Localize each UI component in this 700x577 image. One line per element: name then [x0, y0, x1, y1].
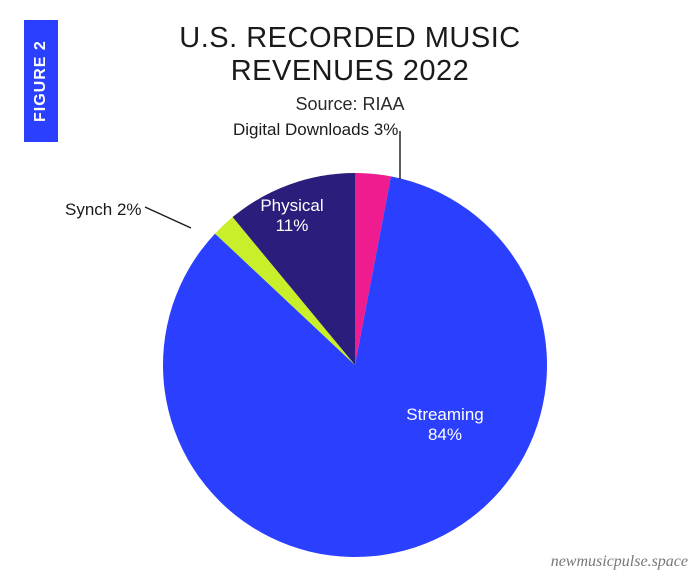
pie-chart: Digital Downloads 3% Synch 2% Streaming … — [0, 0, 700, 577]
label-streaming: Streaming 84% — [406, 405, 483, 444]
watermark: newmusicpulse.space — [551, 553, 688, 571]
label-streaming-pct: 84% — [428, 425, 462, 444]
label-physical: Physical 11% — [260, 196, 323, 235]
label-streaming-name: Streaming — [406, 405, 483, 424]
label-physical-name: Physical — [260, 196, 323, 215]
label-synch: Synch 2% — [65, 200, 142, 220]
label-digital-downloads: Digital Downloads 3% — [233, 120, 398, 140]
leader-synch — [145, 207, 191, 228]
pie-svg — [0, 0, 700, 577]
label-physical-pct: 11% — [276, 216, 309, 235]
